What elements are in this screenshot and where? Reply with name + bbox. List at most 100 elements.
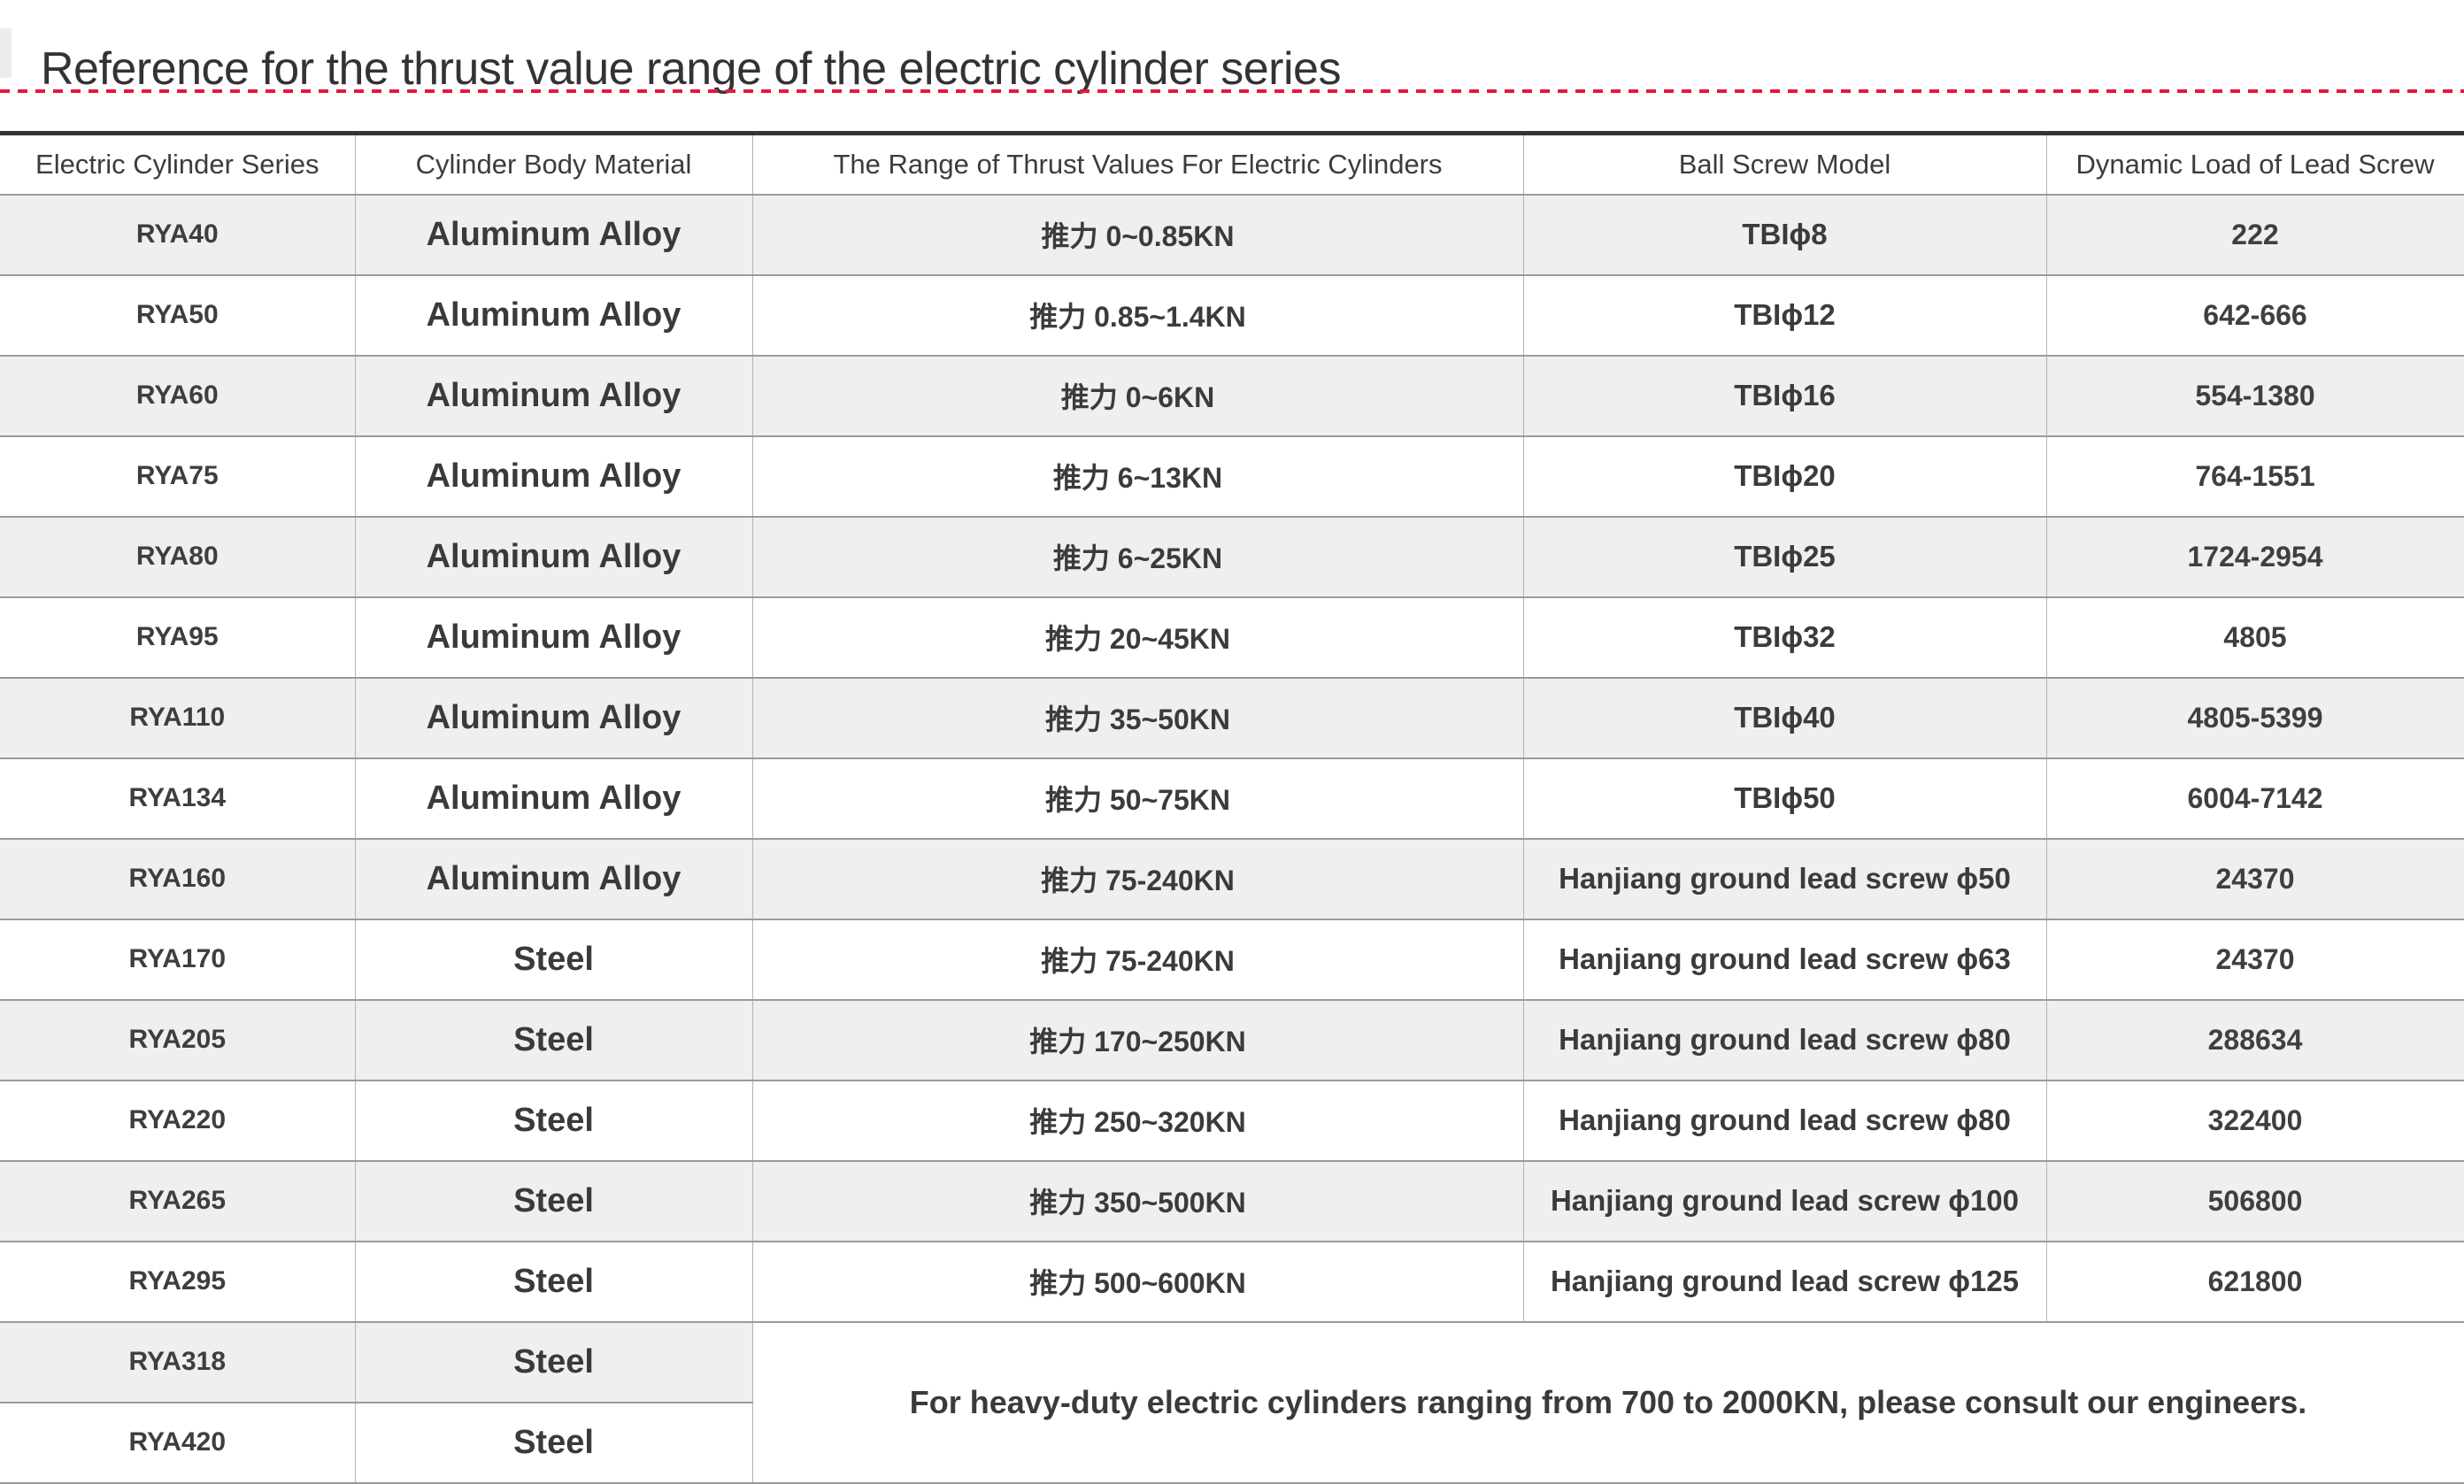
table-row: RYA75 Aluminum Alloy 推力 6~13KN TBIϕ20 76… — [0, 435, 2464, 518]
cell-screw: TBIϕ40 — [1522, 677, 2047, 759]
col-header-thrust: The Range of Thrust Values For Electric … — [751, 133, 1524, 196]
cell-screw: TBIϕ32 — [1522, 596, 2047, 679]
cell-material: Aluminum Alloy — [354, 194, 753, 276]
table-row: RYA60 Aluminum Alloy 推力 0~6KN TBIϕ16 554… — [0, 355, 2464, 437]
cell-material: Steel — [354, 1080, 753, 1162]
page-title: Reference for the thrust value range of … — [41, 42, 1341, 95]
cell-material: Aluminum Alloy — [354, 757, 753, 840]
cell-series: RYA265 — [0, 1160, 356, 1242]
cell-load: 621800 — [2045, 1241, 2464, 1323]
cell-series: RYA170 — [0, 919, 356, 1001]
cell-load: 764-1551 — [2045, 435, 2464, 518]
cell-screw: TBIϕ25 — [1522, 516, 2047, 598]
cell-load: 222 — [2045, 194, 2464, 276]
cell-material: Steel — [354, 1160, 753, 1242]
table-row: RYA295 Steel 推力 500~600KN Hanjiang groun… — [0, 1241, 2464, 1323]
cell-thrust: 推力 350~500KN — [751, 1160, 1524, 1242]
cell-thrust: 推力 0.85~1.4KN — [751, 274, 1524, 357]
cell-screw: TBIϕ50 — [1522, 757, 2047, 840]
cell-load: 288634 — [2045, 999, 2464, 1081]
cell-load: 554-1380 — [2045, 355, 2464, 437]
cell-series: RYA318 — [0, 1321, 356, 1403]
cell-series: RYA110 — [0, 677, 356, 759]
table-row: RYA134 Aluminum Alloy 推力 50~75KN TBIϕ50 … — [0, 757, 2464, 840]
cell-thrust: 推力 75-240KN — [751, 919, 1524, 1001]
cell-load: 322400 — [2045, 1080, 2464, 1162]
cell-series: RYA40 — [0, 194, 356, 276]
cell-thrust: 推力 250~320KN — [751, 1080, 1524, 1162]
cell-material: Steel — [354, 1321, 753, 1403]
cell-series: RYA95 — [0, 596, 356, 679]
cell-thrust: 推力 35~50KN — [751, 677, 1524, 759]
table-header-row: Electric Cylinder Series Cylinder Body M… — [0, 133, 2464, 196]
col-header-series: Electric Cylinder Series — [0, 133, 356, 196]
cell-series: RYA295 — [0, 1241, 356, 1323]
col-header-load: Dynamic Load of Lead Screw — [2045, 133, 2464, 196]
table-row: RYA110 Aluminum Alloy 推力 35~50KN TBIϕ40 … — [0, 677, 2464, 759]
cell-screw: TBIϕ12 — [1522, 274, 2047, 357]
cell-series: RYA220 — [0, 1080, 356, 1162]
cell-thrust: 推力 20~45KN — [751, 596, 1524, 679]
cell-series: RYA75 — [0, 435, 356, 518]
heavy-duty-note: For heavy-duty electric cylinders rangin… — [751, 1321, 2464, 1484]
cell-series: RYA134 — [0, 757, 356, 840]
table-row: RYA160 Aluminum Alloy 推力 75-240KN Hanjia… — [0, 838, 2464, 920]
cell-screw: TBIϕ8 — [1522, 194, 2047, 276]
cell-series: RYA60 — [0, 355, 356, 437]
table-row: RYA50 Aluminum Alloy 推力 0.85~1.4KN TBIϕ1… — [0, 274, 2464, 357]
cell-thrust: 推力 6~13KN — [751, 435, 1524, 518]
cell-load: 1724-2954 — [2045, 516, 2464, 598]
cell-series: RYA205 — [0, 999, 356, 1081]
cell-material: Steel — [354, 999, 753, 1081]
table-row: RYA205 Steel 推力 170~250KN Hanjiang groun… — [0, 999, 2464, 1081]
cell-material: Steel — [354, 1241, 753, 1323]
cell-series: RYA80 — [0, 516, 356, 598]
cell-material: Steel — [354, 1402, 753, 1484]
cell-thrust: 推力 75-240KN — [751, 838, 1524, 920]
cell-screw: TBIϕ16 — [1522, 355, 2047, 437]
cell-load: 24370 — [2045, 838, 2464, 920]
thrust-reference-table: Electric Cylinder Series Cylinder Body M… — [0, 131, 2464, 1484]
cell-series: RYA160 — [0, 838, 356, 920]
cell-thrust: 推力 0~0.85KN — [751, 194, 1524, 276]
cell-load: 6004-7142 — [2045, 757, 2464, 840]
col-header-screw: Ball Screw Model — [1522, 133, 2047, 196]
cell-material: Aluminum Alloy — [354, 516, 753, 598]
cell-screw: Hanjiang ground lead screw ϕ50 — [1522, 838, 2047, 920]
spec-table: Electric Cylinder Series Cylinder Body M… — [0, 131, 2464, 1484]
table-row: RYA265 Steel 推力 350~500KN Hanjiang groun… — [0, 1160, 2464, 1242]
cell-screw: Hanjiang ground lead screw ϕ80 — [1522, 1080, 2047, 1162]
cell-thrust: 推力 0~6KN — [751, 355, 1524, 437]
cell-thrust: 推力 500~600KN — [751, 1241, 1524, 1323]
cell-thrust: 推力 50~75KN — [751, 757, 1524, 840]
cell-material: Aluminum Alloy — [354, 677, 753, 759]
cell-load: 642-666 — [2045, 274, 2464, 357]
table-row: RYA95 Aluminum Alloy 推力 20~45KN TBIϕ32 4… — [0, 596, 2464, 679]
table-row: RYA80 Aluminum Alloy 推力 6~25KN TBIϕ25 17… — [0, 516, 2464, 598]
col-header-material: Cylinder Body Material — [354, 133, 753, 196]
cell-material: Aluminum Alloy — [354, 838, 753, 920]
cell-screw: Hanjiang ground lead screw ϕ100 — [1522, 1160, 2047, 1242]
cell-material: Aluminum Alloy — [354, 435, 753, 518]
cell-screw: Hanjiang ground lead screw ϕ63 — [1522, 919, 2047, 1001]
cell-thrust: 推力 6~25KN — [751, 516, 1524, 598]
cell-screw: TBIϕ20 — [1522, 435, 2047, 518]
table-row: RYA170 Steel 推力 75-240KN Hanjiang ground… — [0, 919, 2464, 1001]
cell-material: Aluminum Alloy — [354, 355, 753, 437]
table-row: RYA220 Steel 推力 250~320KN Hanjiang groun… — [0, 1080, 2464, 1162]
title-edge-mark — [0, 28, 12, 78]
cell-series: RYA50 — [0, 274, 356, 357]
cell-material: Aluminum Alloy — [354, 596, 753, 679]
cell-thrust: 推力 170~250KN — [751, 999, 1524, 1081]
cell-load: 4805 — [2045, 596, 2464, 679]
table-row: RYA40 Aluminum Alloy 推力 0~0.85KN TBIϕ8 2… — [0, 194, 2464, 276]
cell-screw: Hanjiang ground lead screw ϕ80 — [1522, 999, 2047, 1081]
cell-material: Steel — [354, 919, 753, 1001]
cell-series: RYA420 — [0, 1402, 356, 1484]
cell-load: 4805-5399 — [2045, 677, 2464, 759]
table-row: RYA318 Steel For heavy-duty electric cyl… — [0, 1321, 2464, 1484]
cell-load: 506800 — [2045, 1160, 2464, 1242]
cell-load: 24370 — [2045, 919, 2464, 1001]
section-divider-dashed — [0, 89, 2464, 93]
